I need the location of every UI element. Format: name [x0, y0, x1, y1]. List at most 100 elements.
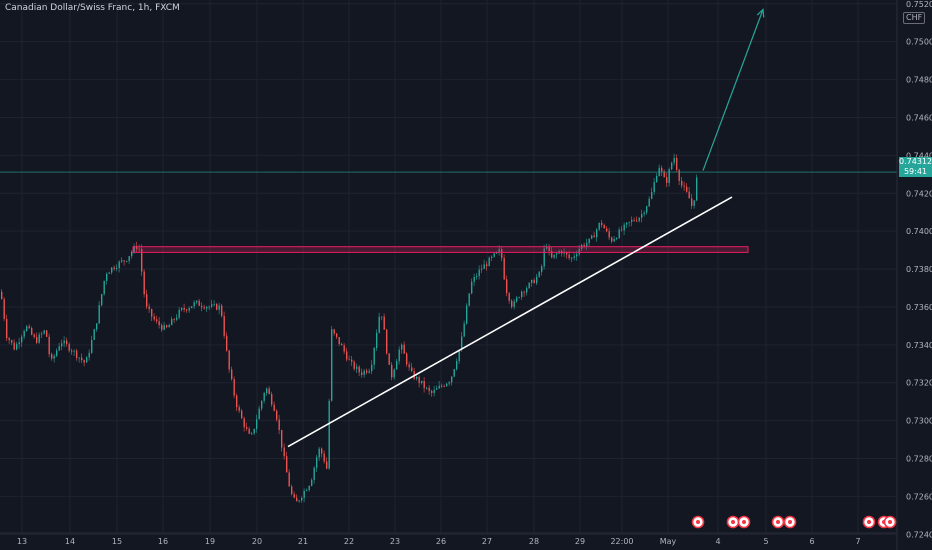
candle-body [633, 219, 635, 221]
candle [458, 349, 460, 365]
candle-body [196, 300, 198, 303]
candle-body [536, 276, 538, 284]
candle [18, 337, 20, 349]
candle-body [646, 206, 648, 213]
candle-body [266, 388, 268, 394]
candle-body [688, 191, 690, 199]
candle-body [166, 325, 168, 328]
candle-body [278, 419, 280, 430]
candle-body [533, 279, 535, 284]
candle-body [361, 372, 363, 375]
candle [31, 326, 33, 336]
candle [171, 316, 173, 326]
candle-body [8, 338, 10, 341]
candle [468, 293, 470, 307]
candle [291, 484, 293, 496]
candle-body [676, 157, 678, 170]
candle-body [526, 288, 528, 293]
candle [436, 385, 438, 390]
candle-body [133, 245, 135, 252]
candle-body [461, 336, 463, 350]
candle [43, 329, 45, 335]
x-tick-label: 14 [65, 537, 75, 546]
candle-body [331, 329, 333, 401]
candle [13, 339, 15, 351]
candle [348, 355, 350, 361]
candle-body [321, 448, 323, 454]
candle [323, 450, 325, 464]
candle [293, 491, 295, 499]
candle-body [663, 171, 665, 178]
candle-body [661, 167, 663, 172]
candle [98, 301, 100, 325]
candle [396, 358, 398, 370]
candle [681, 177, 683, 189]
candle [586, 238, 588, 250]
candle [131, 250, 133, 259]
candle-body [256, 419, 258, 429]
candle [88, 349, 90, 361]
candle-body [91, 339, 93, 353]
candle [6, 314, 8, 341]
candle [536, 273, 538, 286]
candle [56, 348, 58, 358]
candle [111, 267, 113, 275]
candle-body [378, 316, 380, 333]
candle-body [376, 332, 378, 349]
candle-body [163, 325, 165, 330]
candle [313, 466, 315, 484]
candle-body [388, 353, 390, 365]
trendline [287, 196, 733, 448]
candle-body [111, 267, 113, 273]
candle [591, 234, 593, 240]
candle-body [208, 306, 210, 308]
candle [126, 260, 128, 263]
candle-body [248, 428, 250, 434]
candle-body [1, 291, 3, 300]
candle-body [161, 325, 163, 330]
candle [58, 342, 60, 352]
candle-body [683, 185, 685, 187]
candle-body [63, 340, 65, 344]
candle-body [268, 388, 270, 395]
candle-body [611, 237, 613, 242]
candle-body [626, 222, 628, 225]
last-price-tag: 0.74312 59:41 [899, 157, 932, 177]
candle [398, 346, 400, 365]
candle-body [233, 379, 235, 396]
time-axis[interactable]: 13 14 15 16 19 20 21 22 23 26 27 28 29 22:00 May 4 5 6 7 [0, 532, 897, 546]
candle [118, 260, 120, 273]
events-row [691, 515, 897, 529]
candle-body [106, 273, 108, 281]
candle-body [78, 357, 80, 359]
candle-body [271, 394, 273, 405]
candle [666, 172, 668, 188]
candle-body [158, 321, 160, 326]
candle-body [356, 366, 358, 369]
candle [318, 446, 320, 461]
candle-body [671, 162, 673, 170]
candle-body [71, 350, 73, 352]
event-icon-dot [776, 520, 780, 524]
candle-body [273, 404, 275, 411]
candle [251, 431, 253, 435]
candle [451, 376, 453, 386]
candle-body [606, 228, 608, 232]
candle [416, 375, 418, 381]
candle-body [291, 486, 293, 495]
candle-body [193, 302, 195, 307]
candle-body [191, 306, 193, 309]
candle [438, 381, 440, 389]
candle-body [366, 370, 368, 373]
candle [211, 299, 213, 309]
candle-body [48, 336, 50, 355]
candle-body [308, 485, 310, 491]
candle-body [341, 344, 343, 346]
candle [388, 353, 390, 365]
candle-body [528, 282, 530, 289]
currency-badge[interactable]: CHF [903, 12, 926, 24]
